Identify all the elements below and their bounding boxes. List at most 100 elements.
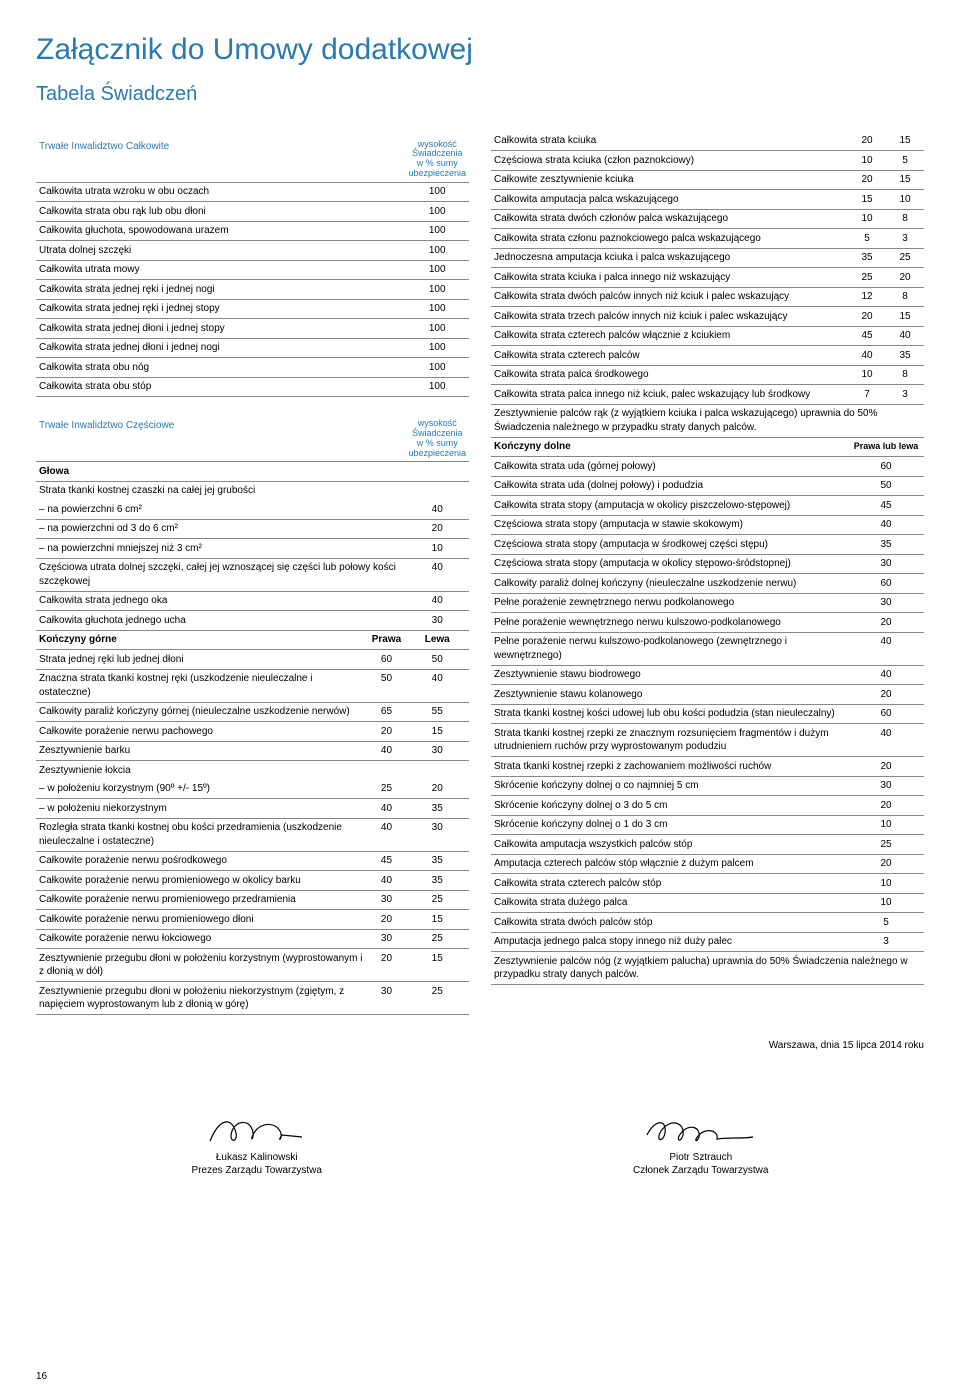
table-row: Pełne porażenie wewnętrznego nerwu kulsz… [491, 613, 924, 633]
cell-label: Zesztywnienie stawu biodrowego [491, 665, 848, 685]
cell-value: 35 [848, 535, 924, 555]
cell-label: Całkowita strata palca innego niż kciuk,… [491, 385, 848, 405]
table-row: Całkowita strata jednego oka40 [36, 591, 469, 611]
table-row: Całkowita amputacja palca wskazującego15… [491, 190, 924, 210]
cell-value: 40 [848, 665, 924, 685]
table-row: Całkowita amputacja wszystkich palców st… [491, 835, 924, 855]
cell-label: Częściowa strata kciuka (człon paznokcio… [491, 151, 848, 171]
cell-value-b: 15 [886, 170, 924, 190]
table-row: Całkowita strata jednej ręki i jednej no… [36, 280, 469, 300]
cell-value-a: 30 [367, 982, 405, 1015]
table-row: Całkowite porażenie nerwu pośrodkowego45… [36, 851, 469, 871]
cell-value-a: 25 [367, 780, 405, 799]
cell-label: Strata tkanki kostnej rzepki z zachowani… [491, 757, 848, 777]
signature-icon [202, 1113, 312, 1149]
cell-value-b: 15 [405, 949, 469, 982]
tissue-intro: Strata tkanki kostnej czaszki na całej j… [36, 481, 469, 500]
cell-label: Częściowa strata stopy (amputacja w okol… [491, 554, 848, 574]
cell-label: Całkowita strata obu stóp [36, 377, 405, 397]
cell-value: 45 [848, 496, 924, 516]
col-header: wysokość Świadczenia w % sumy ubezpiecze… [405, 132, 469, 183]
table-row: Całkowita strata dwóch palców innych niż… [491, 287, 924, 307]
table-row: Skrócenie kończyny dolnej o co najmniej … [491, 776, 924, 796]
cell-value-a: 40 [367, 818, 405, 851]
cell-value-a: 40 [367, 799, 405, 819]
cell-label: Całkowita strata jednej dłoni i jednej n… [36, 338, 405, 358]
cell-value: 20 [405, 519, 469, 539]
cell-label: – na powierzchni 6 cm² [36, 500, 405, 519]
cell-value-a: 65 [367, 702, 405, 722]
cell-value-b: 5 [886, 151, 924, 171]
cell-label: Całkowita strata dwóch palców stóp [491, 913, 848, 933]
cell-label: Całkowita strata dwóch palców innych niż… [491, 287, 848, 307]
cell-value-a: 10 [848, 151, 886, 171]
cell-label: Całkowita strata jednej ręki i jednej no… [36, 280, 405, 300]
table-row: Skrócenie kończyny dolnej o 1 do 3 cm10 [491, 815, 924, 835]
cell-label: Jednoczesna amputacja kciuka i palca wsk… [491, 248, 848, 268]
cell-value-a: 5 [848, 229, 886, 249]
table-row: Zesztywnienie przegubu dłoni w położeniu… [36, 982, 469, 1015]
table-section2: Trwałe Inwalidztwo Częściowe wysokość Św… [36, 411, 469, 1015]
cell-value: 30 [848, 554, 924, 574]
cell-value-a: 20 [367, 722, 405, 742]
signature-1: Łukasz Kalinowski Prezes Zarządu Towarzy… [192, 1113, 322, 1178]
table-row: Całkowita strata uda (dolnej połowy) i p… [491, 476, 924, 496]
table-row: Całkowite zesztywnienie kciuka2015 [491, 170, 924, 190]
cell-value-b: 35 [405, 851, 469, 871]
cell-label: Strata tkanki kostnej rzepki ze znacznym… [491, 724, 848, 757]
sig1-name: Łukasz Kalinowski [192, 1151, 322, 1165]
cell-value: 40 [405, 500, 469, 519]
table-row: Strata tkanki kostnej rzepki z zachowani… [491, 757, 924, 777]
table-row: Całkowite porażenie nerwu promieniowego … [36, 871, 469, 891]
cell-label: Całkowita utrata wzroku w obu oczach [36, 182, 405, 202]
cell-label: Całkowita strata obu rąk lub obu dłoni [36, 202, 405, 222]
cell-label: Całkowita głuchota jednego ucha [36, 611, 405, 631]
section1-title: Trwałe Inwalidztwo Całkowite [36, 132, 405, 183]
table-row: Całkowita strata dwóch palców stóp5 [491, 913, 924, 933]
cell-value-a: 45 [848, 326, 886, 346]
cell-label: Całkowite porażenie nerwu pachowego [36, 722, 367, 742]
page-subtitle: Tabela Świadczeń [36, 81, 924, 108]
page-title: Załącznik do Umowy dodatkowej [36, 30, 924, 71]
cell-value: 30 [848, 593, 924, 613]
table-row: Całkowita głuchota, spowodowana urazem10… [36, 221, 469, 241]
cell-label: Pełne porażenie nerwu kulszowo-podkolano… [491, 632, 848, 665]
cell-value-b: 35 [405, 871, 469, 891]
signature-2: Piotr Sztrauch Członek Zarządu Towarzyst… [633, 1113, 768, 1178]
table-row: Utrata dolnej szczęki100 [36, 241, 469, 261]
cell-value-a: 30 [367, 890, 405, 910]
col-header-2: wysokość Świadczenia w % sumy ubezpiecze… [405, 411, 469, 462]
cell-label: Amputacja jednego palca stopy innego niż… [491, 932, 848, 952]
cell-value-b: 35 [886, 346, 924, 366]
table-row: Całkowita strata czterech palców stóp10 [491, 874, 924, 894]
cell-value: 10 [848, 815, 924, 835]
cell-label: Całkowita strata uda (górnej połowy) [491, 457, 848, 477]
table-row: – na powierzchni mniejszej niż 3 cm²10 [36, 539, 469, 559]
cell-value-b: 15 [405, 722, 469, 742]
cell-label: Całkowita strata dwóch członów palca wsk… [491, 209, 848, 229]
cell-label: Całkowita strata czterech palców stóp [491, 874, 848, 894]
cell-value-a: 20 [367, 949, 405, 982]
table-row: Całkowite porażenie nerwu promieniowego … [36, 890, 469, 910]
table-row: Strata jednej ręki lub jednej dłoni6050 [36, 650, 469, 670]
cell-label: Utrata dolnej szczęki [36, 241, 405, 261]
cell-value-a: 45 [367, 851, 405, 871]
cell-label: Całkowita strata palca środkowego [491, 365, 848, 385]
cell-value: 100 [405, 358, 469, 378]
cell-value: 10 [848, 874, 924, 894]
table-row: Całkowita strata obu nóg100 [36, 358, 469, 378]
cell-label: Całkowity paraliż kończyny górnej (nieul… [36, 702, 367, 722]
section2-title: Trwałe Inwalidztwo Częściowe [36, 411, 405, 462]
cell-label: Całkowita strata członu paznokciowego pa… [491, 229, 848, 249]
cell-value-a: 40 [848, 346, 886, 366]
cell-value-b: 20 [886, 268, 924, 288]
cell-value: 100 [405, 202, 469, 222]
table-row: Całkowity paraliż dolnej kończyny (nieul… [491, 574, 924, 594]
table-row: Amputacja jednego palca stopy innego niż… [491, 932, 924, 952]
cell-value-a: 20 [848, 170, 886, 190]
cell-label: Skrócenie kończyny dolnej o 3 do 5 cm [491, 796, 848, 816]
table-row: Jednoczesna amputacja kciuka i palca wsk… [491, 248, 924, 268]
cell-value: 30 [848, 776, 924, 796]
table-row: – na powierzchni od 3 do 6 cm²20 [36, 519, 469, 539]
cell-value-b: 8 [886, 287, 924, 307]
